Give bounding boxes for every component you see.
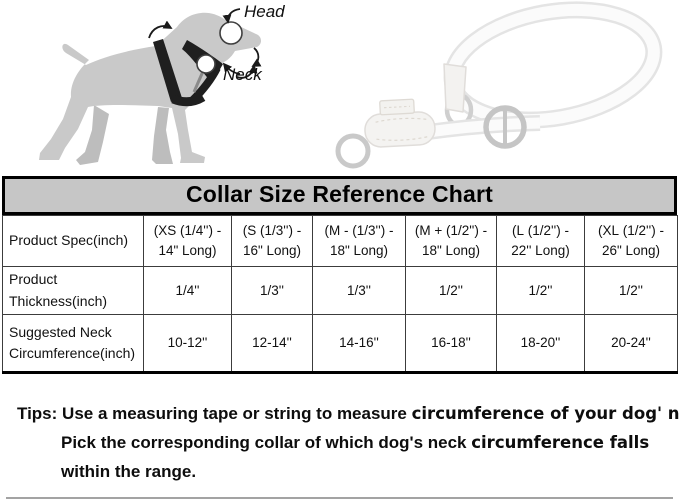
- col-header-l: (L (1/2'') - 22'' Long): [496, 215, 585, 267]
- tips-line1-text: Use a measuring tape or string to measur…: [62, 404, 407, 423]
- table-row-circumference: Suggested Neck Circumference(inch) 10-12…: [2, 314, 678, 374]
- thickness-xs: 1/4'': [143, 265, 232, 316]
- col-header-xl: (XL (1/2'') - 26" Long): [584, 215, 678, 267]
- size-table: Product Spec(inch) (XS (1/4'') - 14" Lon…: [2, 215, 678, 375]
- leather-end-cap: [364, 111, 436, 148]
- table-header-row: Product Spec(inch) (XS (1/4'') - 14" Lon…: [2, 215, 678, 267]
- col-header-m-plus: (M + (1/2'') - 18" Long): [405, 215, 497, 267]
- col-header-m-minus: (M - (1/3'') - 18" Long): [312, 215, 406, 267]
- col-header-xs: (XS (1/4'') - 14" Long): [143, 215, 232, 267]
- rope-collar-illustration: [335, 1, 663, 169]
- thickness-s: 1/3'': [231, 265, 313, 316]
- thickness-xl: 1/2'': [584, 265, 678, 316]
- chart-title: Collar Size Reference Chart: [2, 176, 677, 215]
- circumference-l: 18-20'': [496, 314, 585, 374]
- dog-measurement-diagram: Head Neck: [39, 2, 285, 165]
- head-marker: [219, 21, 243, 45]
- leather-fold: [443, 63, 467, 113]
- end-o-ring-icon: [335, 133, 371, 169]
- measure-arrows: [148, 8, 262, 79]
- head-arrow-icon: [222, 8, 241, 24]
- circumference-xs: 10-12'': [143, 314, 232, 374]
- tips-section: Tips: Use a measuring tape or string to …: [17, 399, 679, 486]
- circumference-m-minus: 14-16'': [312, 314, 406, 374]
- neck-label: Neck: [223, 65, 263, 84]
- tips-label: Tips:: [17, 404, 58, 423]
- thickness-l: 1/2'': [496, 265, 585, 316]
- dog-silhouette: [39, 12, 262, 163]
- dog-far-legs: [76, 105, 173, 165]
- neck-arrow-icon: [222, 62, 241, 75]
- withers-rotate-arrow-icon: [148, 20, 173, 39]
- thickness-m-plus: 1/2'': [405, 265, 497, 316]
- harness-chest-strap: [153, 39, 182, 102]
- table-row-thickness: Product Thickness(inch) 1/4'' 1/3'' 1/3'…: [2, 265, 678, 316]
- size-reference-chart: Collar Size Reference Chart Product Spec…: [2, 176, 678, 375]
- leather-tab: [379, 98, 415, 116]
- head-label: Head: [244, 2, 285, 21]
- circumference-xl: 20-24'': [584, 314, 678, 374]
- tips-line-3: within the range.: [61, 462, 197, 481]
- circumference-m-plus: 16-18'': [405, 314, 497, 374]
- rope-tail: [427, 117, 541, 138]
- tips-line-2: Pick the corresponding collar of which d…: [17, 428, 673, 457]
- harness-front-strap: [189, 66, 221, 104]
- cheek-arrow-upper-icon: [251, 47, 262, 67]
- cheek-arrow-lower-icon: [236, 64, 258, 79]
- row-label-circumference: Suggested Neck Circumference(inch): [2, 314, 144, 374]
- tips-line2-circumference: circumference falls: [471, 433, 650, 452]
- tips-line1-circumference: circumference of your dog' neck.: [411, 404, 679, 423]
- row-label-thickness: Product Thickness(inch): [2, 265, 144, 316]
- bottom-divider: [6, 497, 673, 499]
- tips-line-1: Tips: Use a measuring tape or string to …: [17, 399, 679, 428]
- col-header-spec: Product Spec(inch): [2, 215, 144, 267]
- tips-line2-text: Pick the corresponding collar of which d…: [61, 433, 467, 452]
- harness-girth-strap: [171, 93, 206, 107]
- neck-marker: [196, 54, 216, 74]
- thickness-m-minus: 1/3'': [312, 265, 406, 316]
- rope-loop: [446, 3, 660, 127]
- col-header-s: (S (1/3'') - 16" Long): [231, 215, 313, 267]
- circumference-s: 12-14'': [231, 314, 313, 374]
